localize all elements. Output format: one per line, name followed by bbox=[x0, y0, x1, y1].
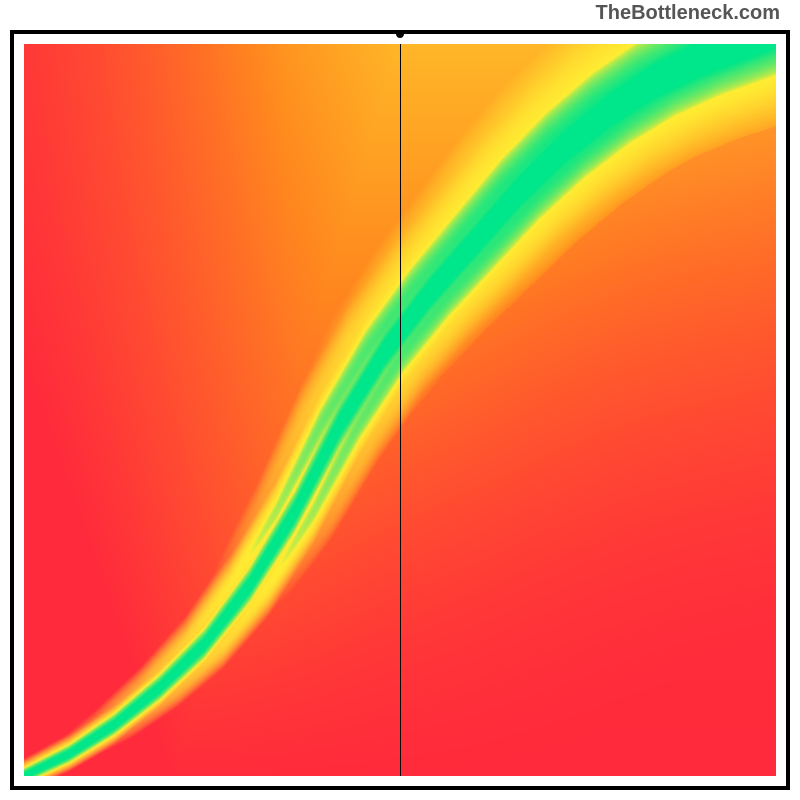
vertical-reference-line bbox=[400, 44, 401, 776]
top-tick-marker bbox=[396, 30, 404, 38]
heatmap-inner bbox=[24, 44, 776, 776]
attribution-text: TheBottleneck.com bbox=[596, 2, 780, 25]
heatmap-frame bbox=[10, 30, 790, 790]
